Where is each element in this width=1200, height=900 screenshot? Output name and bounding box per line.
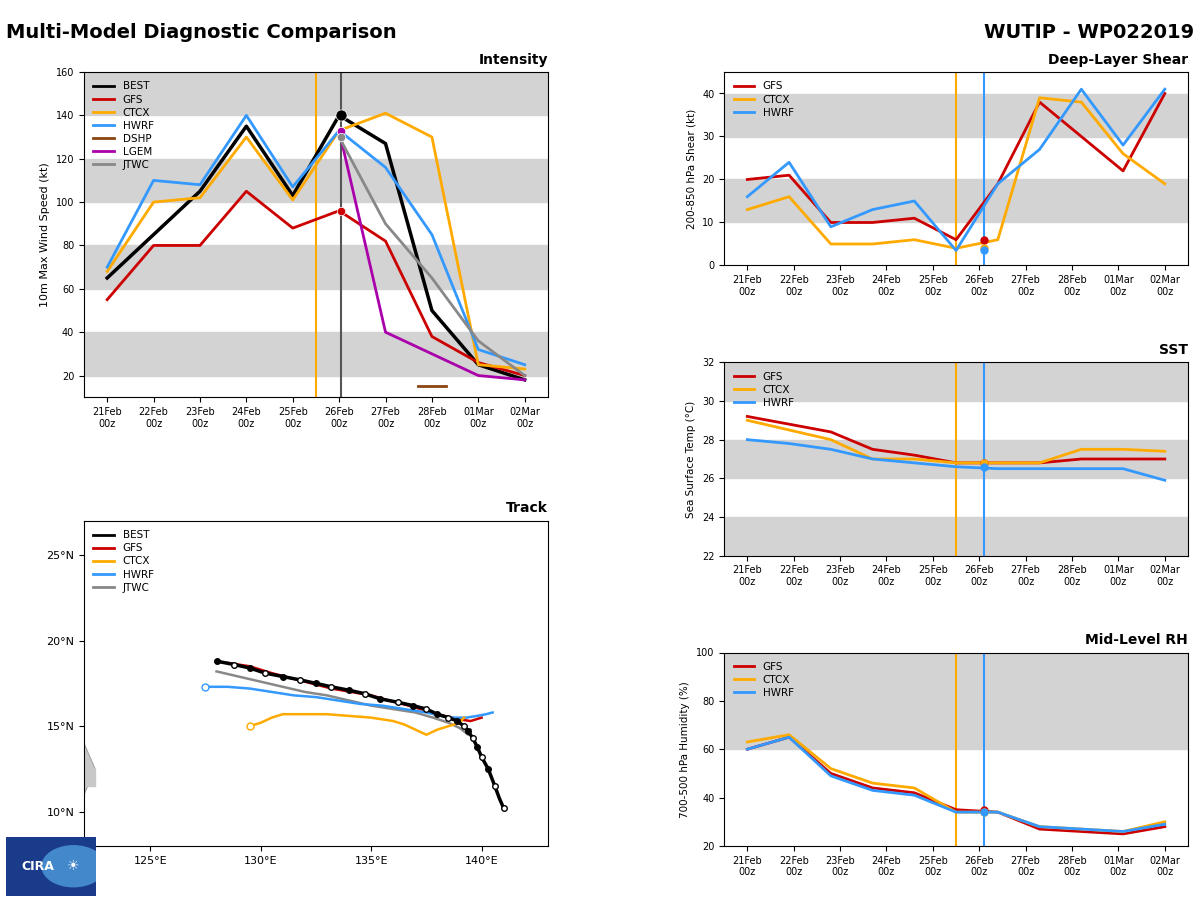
Bar [724, 701, 1188, 749]
Bar [84, 72, 548, 115]
Text: Deep-Layer Shear: Deep-Layer Shear [1048, 53, 1188, 67]
Text: Track: Track [506, 501, 548, 516]
Legend: BEST, GFS, CTCX, HWRF, DSHP, LGEM, JTWC: BEST, GFS, CTCX, HWRF, DSHP, LGEM, JTWC [89, 77, 157, 175]
Y-axis label: 200-850 hPa Shear (kt): 200-850 hPa Shear (kt) [686, 109, 696, 229]
Bar [84, 246, 548, 289]
Text: SST: SST [1159, 343, 1188, 357]
Bar [724, 652, 1188, 701]
Bar [724, 440, 1188, 479]
Bar [724, 517, 1188, 555]
Text: ☀: ☀ [67, 860, 79, 873]
Text: CIRA: CIRA [22, 860, 54, 873]
Polygon shape [73, 769, 95, 786]
Bar [724, 179, 1188, 222]
Polygon shape [0, 658, 95, 846]
Legend: GFS, CTCX, HWRF: GFS, CTCX, HWRF [730, 658, 798, 702]
Bar [84, 158, 548, 202]
Bar [724, 363, 1188, 401]
Text: WUTIP - WP022019: WUTIP - WP022019 [984, 22, 1194, 41]
Text: Mid-Level RH: Mid-Level RH [1085, 634, 1188, 647]
Y-axis label: 700-500 hPa Humidity (%): 700-500 hPa Humidity (%) [680, 681, 690, 817]
Text: Intensity: Intensity [479, 53, 548, 67]
Text: Multi-Model Diagnostic Comparison: Multi-Model Diagnostic Comparison [6, 22, 397, 41]
Y-axis label: 10m Max Wind Speed (kt): 10m Max Wind Speed (kt) [41, 162, 50, 307]
Legend: GFS, CTCX, HWRF: GFS, CTCX, HWRF [730, 367, 798, 412]
Y-axis label: Sea Surface Temp (°C): Sea Surface Temp (°C) [686, 400, 696, 518]
Bar [84, 332, 548, 375]
Bar [724, 94, 1188, 137]
Circle shape [42, 846, 106, 886]
Legend: GFS, CTCX, HWRF: GFS, CTCX, HWRF [730, 77, 798, 122]
Legend: BEST, GFS, CTCX, HWRF, JTWC: BEST, GFS, CTCX, HWRF, JTWC [89, 526, 157, 597]
